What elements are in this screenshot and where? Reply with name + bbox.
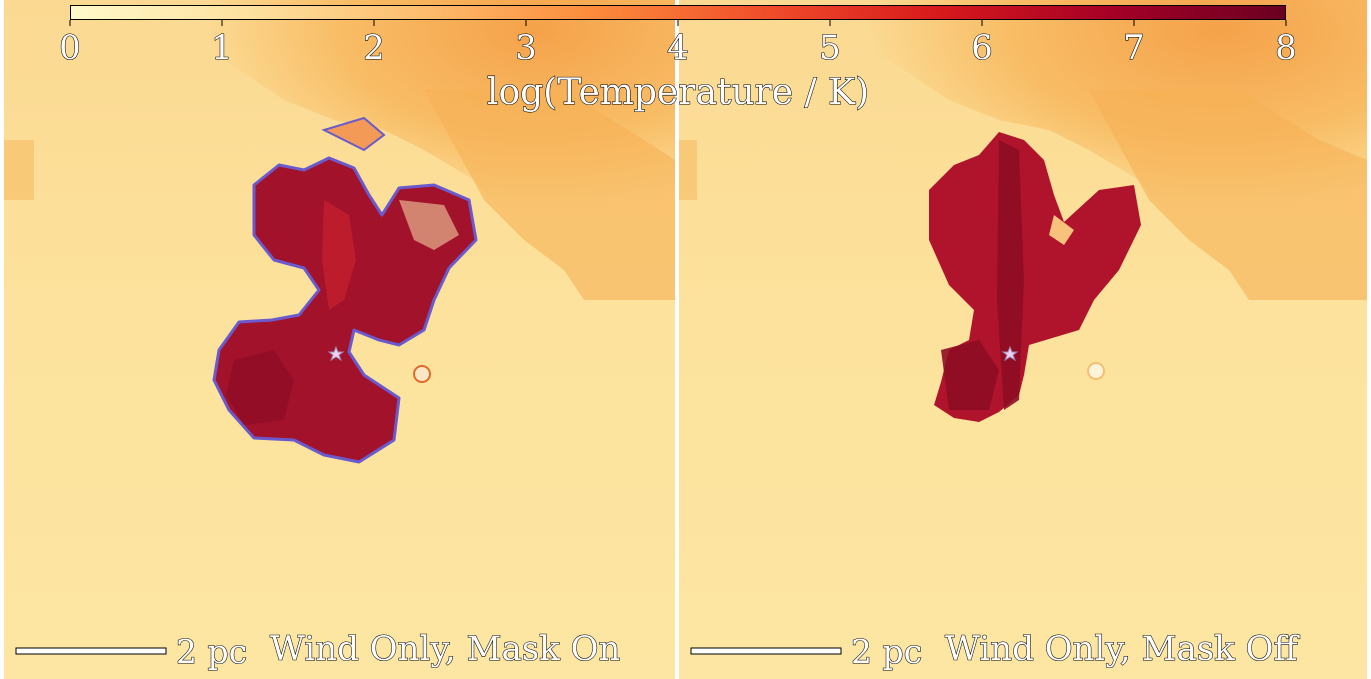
- temperature-map-mask-off: 2 pc Wind Only, Mask Off: [679, 0, 1367, 679]
- scale-bar: [15, 647, 167, 655]
- colorbar: [70, 5, 1286, 20]
- star-icon: [327, 345, 345, 362]
- star-icon: [1001, 345, 1019, 362]
- scale-bar-label: 2 pc: [176, 632, 247, 671]
- panel-mask-off: 2 pc Wind Only, Mask Off: [679, 0, 1367, 679]
- panel-mask-on: 2 pc Wind Only, Mask On: [4, 0, 675, 679]
- panel-title: Wind Only, Mask On: [270, 629, 620, 669]
- panel-title: Wind Only, Mask Off: [945, 629, 1300, 669]
- temperature-map-mask-on: 2 pc Wind Only, Mask On: [4, 0, 675, 679]
- scale-bar-label: 2 pc: [851, 632, 922, 671]
- scale-bar: [690, 647, 842, 655]
